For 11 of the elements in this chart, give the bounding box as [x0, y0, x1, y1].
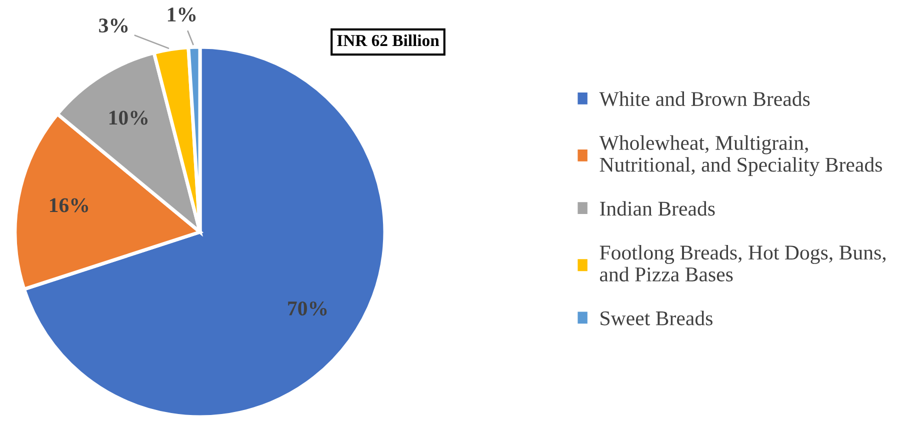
data-label: 1%: [168, 7, 196, 22]
data-label: 70%: [288, 301, 327, 316]
data-label: 16%: [50, 198, 88, 212]
legend-label: Indian Breads: [600, 201, 715, 216]
legend-label: Footlong Breads, Hot Dogs, Buns, and Pizza Bases: [600, 244, 886, 282]
legend-label: Sweet Breads: [600, 310, 712, 326]
text: INR 62 Billion: [337, 34, 440, 46]
legend-label: Wholewheat, Multigrain, Nutritional, and Speciality Breads: [599, 135, 882, 176]
data-label: 3%: [99, 18, 128, 33]
legend-label: White and Brown Breads: [599, 91, 810, 106]
data-label: 10%: [109, 110, 148, 125]
